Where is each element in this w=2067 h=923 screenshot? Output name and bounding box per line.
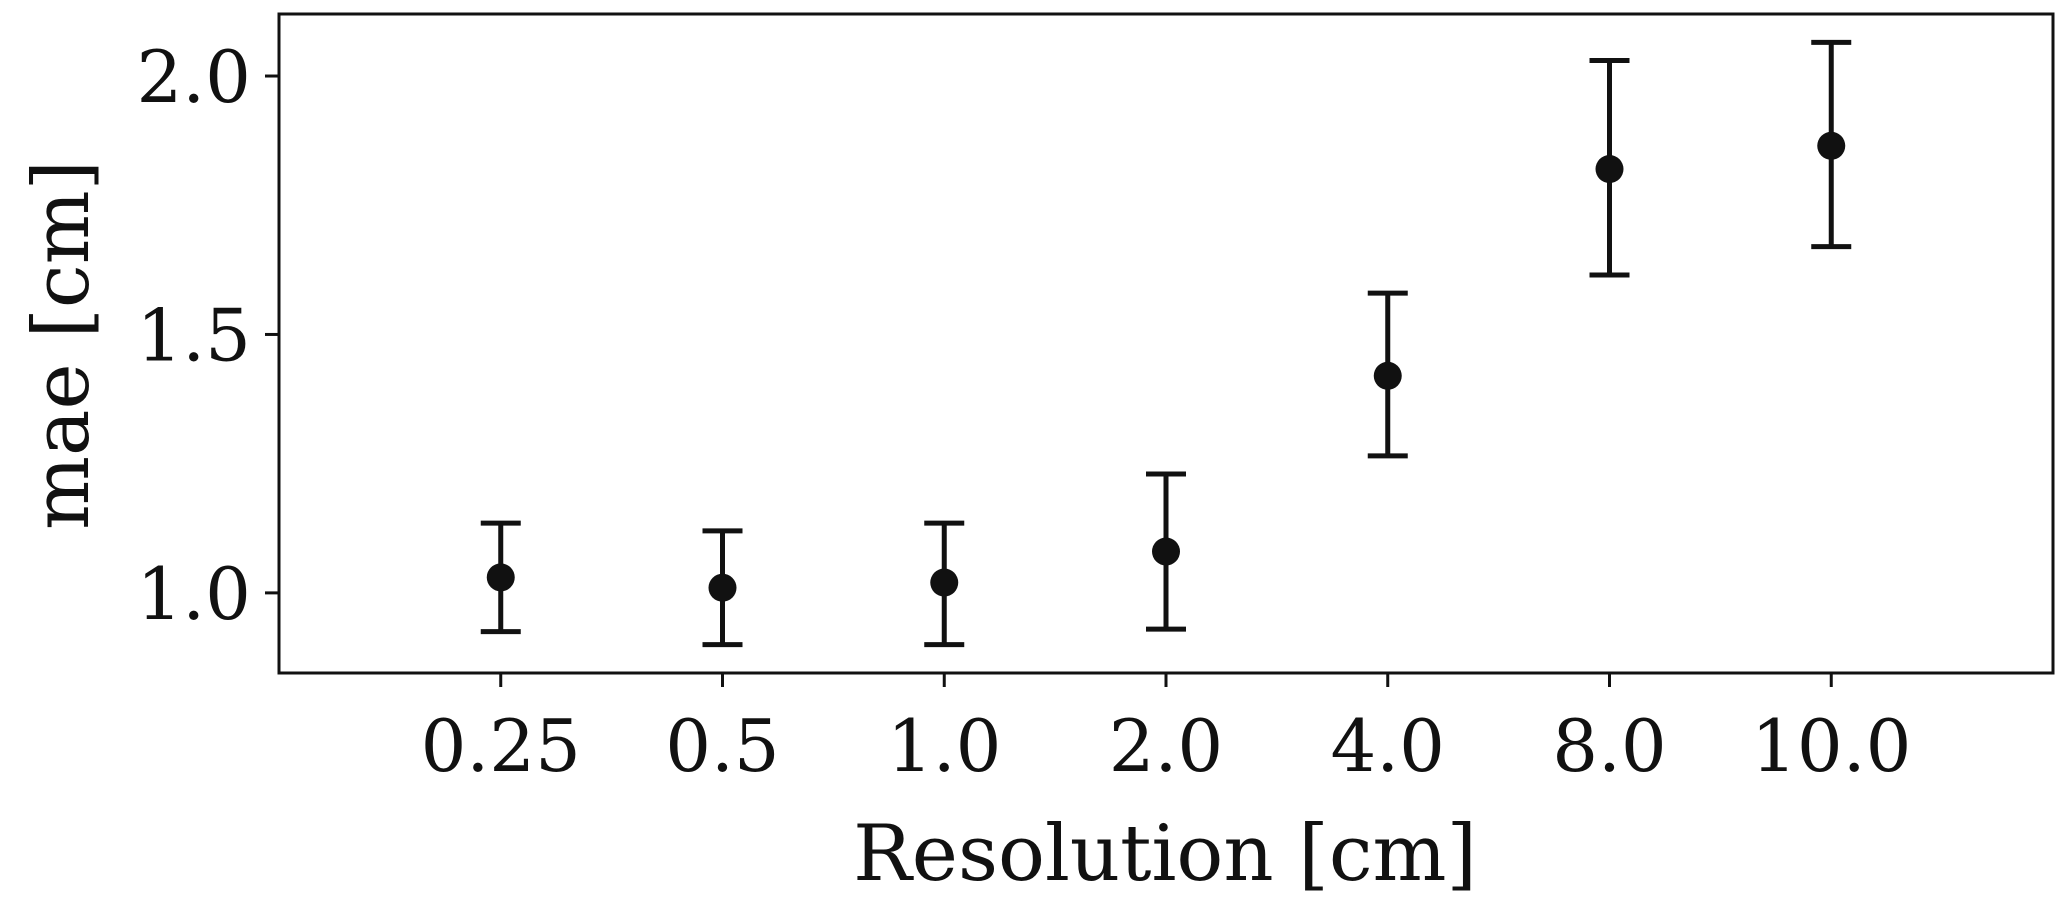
- x-tick-label: 0.25: [421, 704, 581, 788]
- data-point: [708, 573, 737, 602]
- data-point: [1373, 361, 1402, 390]
- data-point: [1152, 537, 1180, 566]
- y-tick-label: 1.0: [136, 552, 251, 636]
- x-tick-label: 2.0: [1109, 704, 1224, 788]
- x-tick-label: 10.0: [1751, 704, 1911, 788]
- data-point: [486, 563, 515, 592]
- data-points: [480, 39, 1852, 648]
- x-tick-label: 4.0: [1330, 704, 1445, 788]
- x-axis: 0.25 0.5 1.0 2.0 4.0 8.0 10.0: [421, 673, 1911, 788]
- y-tick-label: 2.0: [136, 35, 251, 119]
- x-tick-label: 0.5: [665, 704, 780, 788]
- x-tick-label: 1.0: [887, 704, 1002, 788]
- x-axis-label: Resolution [cm]: [853, 809, 1477, 899]
- y-axis: 1.0 1.5 2.0: [136, 35, 279, 636]
- data-point: [1817, 131, 1846, 160]
- y-tick-label: 1.5: [136, 293, 251, 377]
- y-axis-label: mae [cm]: [17, 160, 107, 530]
- data-point: [930, 568, 959, 597]
- data-point: [1595, 155, 1624, 184]
- x-tick-label: 8.0: [1552, 704, 1667, 788]
